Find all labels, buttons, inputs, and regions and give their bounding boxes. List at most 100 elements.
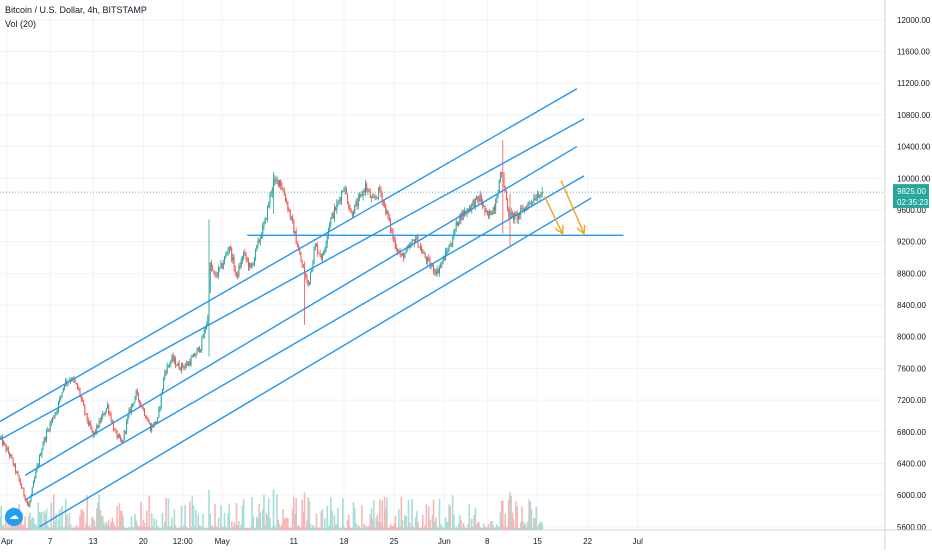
candle-body: [55, 411, 57, 415]
volume-bar: [216, 527, 219, 530]
volume-bar: [160, 527, 163, 530]
y-tick-label: 12000.00: [897, 16, 931, 25]
volume-bar: [295, 498, 297, 530]
candle: [201, 335, 203, 353]
candle: [160, 392, 162, 411]
candle: [124, 430, 126, 435]
candle-body: [324, 248, 326, 253]
volume-bar: [1, 526, 4, 530]
volume-bar: [297, 524, 300, 530]
candle-body: [22, 487, 24, 489]
volume-bar: [273, 525, 276, 530]
candle: [40, 452, 42, 457]
candle: [307, 279, 309, 288]
candle: [310, 271, 312, 285]
candle: [175, 356, 177, 369]
candle: [354, 204, 356, 215]
candle-body: [517, 213, 519, 220]
candle-body: [529, 202, 531, 203]
candle-body: [118, 434, 120, 437]
volume-bar: [367, 527, 369, 530]
candle: [327, 227, 329, 240]
candle: [387, 210, 389, 221]
candle: [449, 241, 451, 248]
volume-bar: [505, 527, 508, 530]
candle: [89, 420, 91, 426]
volume-bar: [516, 506, 518, 530]
candle-body: [541, 192, 543, 194]
candle-body: [538, 194, 540, 198]
candle: [28, 501, 30, 507]
candle: [29, 499, 31, 508]
volume-bar: [30, 519, 32, 530]
volume-bar: [396, 527, 399, 530]
candle: [42, 441, 44, 451]
cloud-icon[interactable]: ☁: [5, 508, 23, 526]
volume-bar: [291, 508, 294, 530]
candle-body: [269, 194, 271, 205]
candle-body: [116, 430, 118, 438]
candle-body: [293, 221, 295, 234]
candle: [109, 410, 111, 417]
candle-body: [23, 487, 25, 496]
candle-body: [289, 210, 291, 218]
candle-body: [136, 390, 138, 394]
candle-body: [184, 365, 186, 368]
volume-bar: [246, 527, 249, 530]
candle: [412, 239, 414, 241]
volume-bar: [312, 524, 314, 530]
volume-bar: [399, 526, 401, 530]
volume-bar: [74, 527, 77, 530]
candle: [533, 193, 535, 204]
candle-body: [295, 231, 297, 245]
candle-body: [381, 194, 383, 203]
volume-bar: [301, 499, 303, 530]
candle: [385, 203, 387, 216]
candle-body: [250, 263, 252, 268]
candle-body: [52, 417, 54, 422]
candle-body: [117, 434, 119, 438]
volume-bar: [474, 507, 477, 530]
candle: [210, 259, 212, 272]
candle-body: [178, 363, 180, 370]
volume-bar: [217, 517, 220, 530]
volume-bar: [49, 527, 51, 530]
candle-body: [222, 263, 224, 269]
candle-body: [323, 252, 325, 255]
volume-bar: [172, 527, 174, 530]
candle: [259, 235, 261, 246]
candle-body: [509, 216, 511, 218]
symbol-title: Bitcoin / U.S. Dollar, 4h, BITSTAMP: [5, 5, 147, 15]
candle: [195, 352, 197, 359]
volume-bar: [349, 526, 351, 530]
volume-bar: [313, 527, 315, 530]
y-tick-label: 8400.00: [897, 301, 926, 310]
volume-bar: [486, 527, 489, 530]
candle-body: [273, 181, 275, 188]
volume-bar: [460, 520, 462, 530]
candle: [318, 252, 320, 254]
candle-body: [321, 254, 323, 259]
volume-bar: [128, 527, 130, 530]
volume-bar: [218, 527, 221, 530]
candle-body: [15, 464, 17, 473]
candle: [267, 205, 269, 223]
last-price-label: 9825.00: [897, 187, 926, 196]
volume-bar: [75, 525, 78, 530]
volume-bar: [113, 525, 116, 530]
candle: [252, 262, 254, 267]
volume-bar: [511, 512, 514, 530]
candle: [102, 410, 104, 420]
volume-bar: [142, 519, 145, 530]
volume-bar: [35, 524, 37, 530]
candle-body: [227, 250, 229, 253]
volume-bar: [169, 525, 172, 530]
candle: [376, 197, 378, 199]
volume-bar: [459, 515, 461, 530]
volume-bar: [401, 519, 404, 530]
volume-bar: [359, 527, 362, 530]
volume-bar: [60, 526, 62, 530]
candle: [216, 272, 218, 278]
